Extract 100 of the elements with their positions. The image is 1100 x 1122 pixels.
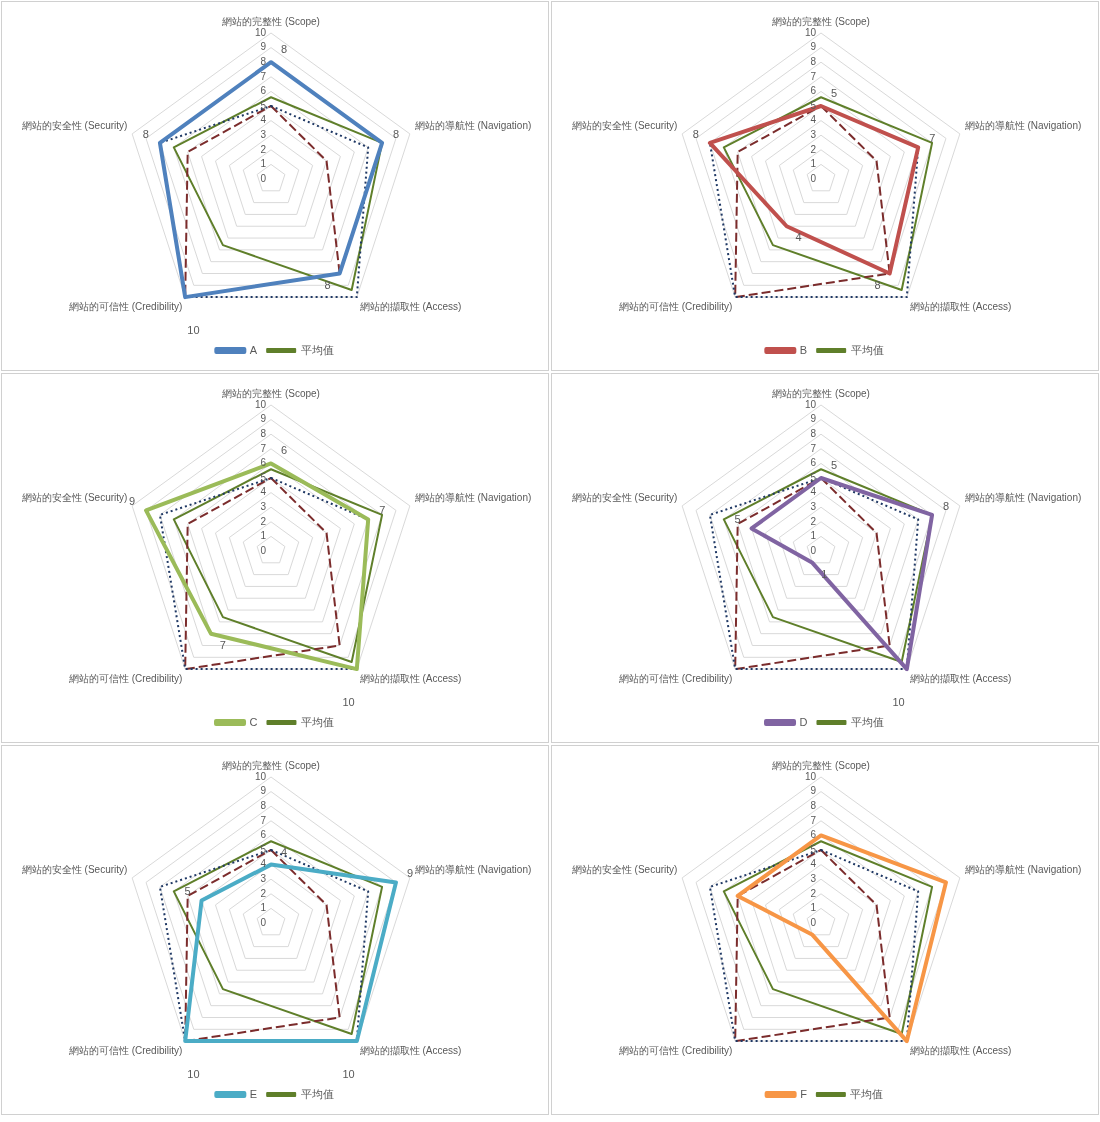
spoke-label: 網站的安全性 (Security): [20, 864, 128, 876]
legend-label: E: [249, 1087, 258, 1100]
data-label: 8: [874, 278, 881, 291]
y-tick-label: 5: [260, 99, 267, 111]
spoke-label: 網站的完整性 (Scope): [771, 15, 870, 27]
spoke-label: 網站的安全性 (Security): [570, 492, 678, 504]
spoke-label: 網站的可信性 (Credibility): [67, 1044, 183, 1056]
spoke-label: 網站的擷取性 (Access): [908, 672, 1012, 684]
y-tick-label: 2: [260, 887, 267, 899]
y-tick-label: 5: [810, 471, 817, 483]
y-tick-label: 1: [810, 158, 817, 170]
y-tick-label: 3: [810, 872, 817, 884]
spoke-label: 網站的完整性 (Scope): [771, 387, 870, 399]
spoke-label: 網站的完整性 (Scope): [221, 387, 320, 399]
y-tick-label: 7: [810, 70, 817, 82]
spoke-label: 網站的導航性 (Navigation): [963, 492, 1082, 504]
y-tick-label: 7: [260, 70, 267, 82]
y-tick-label: 6: [260, 829, 267, 841]
y-tick-label: 9: [810, 785, 817, 797]
y-tick-label: 8: [260, 55, 267, 67]
data-label: 8: [281, 43, 288, 56]
spoke-label: 網站的擷取性 (Access): [908, 300, 1012, 312]
data-label: 8: [142, 127, 149, 140]
spoke-label: 網站的可信性 (Credibility): [67, 672, 183, 684]
y-tick-label: 0: [260, 544, 267, 556]
y-tick-label: 1: [260, 902, 267, 914]
data-label: 7: [379, 504, 386, 517]
y-tick-label: 3: [260, 128, 267, 140]
spoke-label: 網站的完整性 (Scope): [221, 759, 320, 771]
spoke-label: 網站的安全性 (Security): [20, 492, 128, 504]
spoke-label: 網站的安全性 (Security): [20, 120, 128, 132]
data-label: 5: [831, 459, 838, 472]
spoke-label: 網站的完整性 (Scope): [771, 759, 870, 771]
y-tick-label: 0: [810, 172, 817, 184]
y-tick-label: 9: [810, 413, 817, 425]
data-label: 8: [324, 278, 331, 291]
y-tick-label: 0: [810, 916, 817, 928]
y-tick-label: 7: [260, 814, 267, 826]
data-label: 10: [892, 696, 905, 709]
legend-label: 平均值: [300, 343, 334, 356]
y-tick-label: 8: [810, 427, 817, 439]
y-tick-label: 2: [810, 887, 817, 899]
spoke-label: 網站的擷取性 (Access): [358, 672, 462, 684]
y-tick-label: 1: [260, 530, 267, 542]
y-tick-label: 5: [810, 99, 817, 111]
y-tick-label: 7: [810, 442, 817, 454]
data-label: 4: [795, 231, 802, 244]
spoke-label: 網站的導航性 (Navigation): [413, 864, 532, 876]
spoke-label: 網站的可信性 (Credibility): [617, 672, 733, 684]
data-label: 5: [831, 87, 838, 100]
y-tick-label: 1: [810, 530, 817, 542]
y-tick-label: 8: [810, 799, 817, 811]
spoke-label: 網站的可信性 (Credibility): [617, 300, 733, 312]
y-tick-label: 2: [810, 515, 817, 527]
data-label: 4: [281, 845, 288, 858]
y-tick-label: 10: [254, 26, 267, 38]
y-tick-label: 7: [810, 814, 817, 826]
spoke-label: 網站的導航性 (Navigation): [413, 120, 532, 132]
y-tick-label: 8: [260, 799, 267, 811]
spoke-label: 網站的擷取性 (Access): [358, 1044, 462, 1056]
y-tick-label: 7: [260, 442, 267, 454]
y-tick-label: 4: [810, 858, 817, 870]
y-tick-label: 4: [260, 114, 267, 126]
data-label: 7: [929, 132, 936, 145]
y-tick-label: 8: [260, 427, 267, 439]
data-label: 9: [128, 495, 136, 508]
y-tick-label: 3: [810, 128, 817, 140]
y-tick-label: 4: [810, 486, 817, 498]
spoke-label: 網站的安全性 (Security): [570, 120, 678, 132]
spoke-label: 網站的導航性 (Navigation): [963, 120, 1082, 132]
data-label: 10: [342, 696, 355, 709]
y-tick-label: 0: [260, 172, 267, 184]
y-tick-label: 6: [810, 85, 817, 97]
spoke-label: 網站的擷取性 (Access): [908, 1044, 1012, 1056]
y-tick-label: 3: [260, 872, 267, 884]
legend-label: 平均值: [300, 1087, 334, 1100]
spoke-label: 網站的完整性 (Scope): [221, 15, 320, 27]
y-tick-label: 9: [260, 785, 267, 797]
legend-label: C: [249, 715, 258, 728]
y-tick-label: 5: [810, 843, 817, 855]
y-tick-label: 1: [810, 902, 817, 914]
legend-label: 平均值: [850, 343, 884, 356]
data-label: 10: [187, 324, 200, 337]
y-tick-label: 10: [254, 398, 267, 410]
y-tick-label: 4: [260, 858, 267, 870]
y-tick-label: 2: [260, 143, 267, 155]
legend-label: A: [249, 343, 258, 356]
y-tick-label: 6: [260, 457, 267, 469]
data-label: 6: [281, 444, 288, 457]
y-tick-label: 8: [810, 55, 817, 67]
y-tick-label: 2: [260, 515, 267, 527]
data-label: 8: [393, 127, 400, 140]
legend-label: 平均值: [850, 1087, 884, 1100]
data-label: 5: [734, 513, 741, 526]
y-tick-label: 6: [810, 829, 817, 841]
legend-label: B: [799, 343, 808, 356]
y-tick-label: 0: [260, 916, 267, 928]
y-tick-label: 1: [260, 158, 267, 170]
y-tick-label: 10: [804, 770, 817, 782]
spoke-label: 網站的可信性 (Credibility): [617, 1044, 733, 1056]
